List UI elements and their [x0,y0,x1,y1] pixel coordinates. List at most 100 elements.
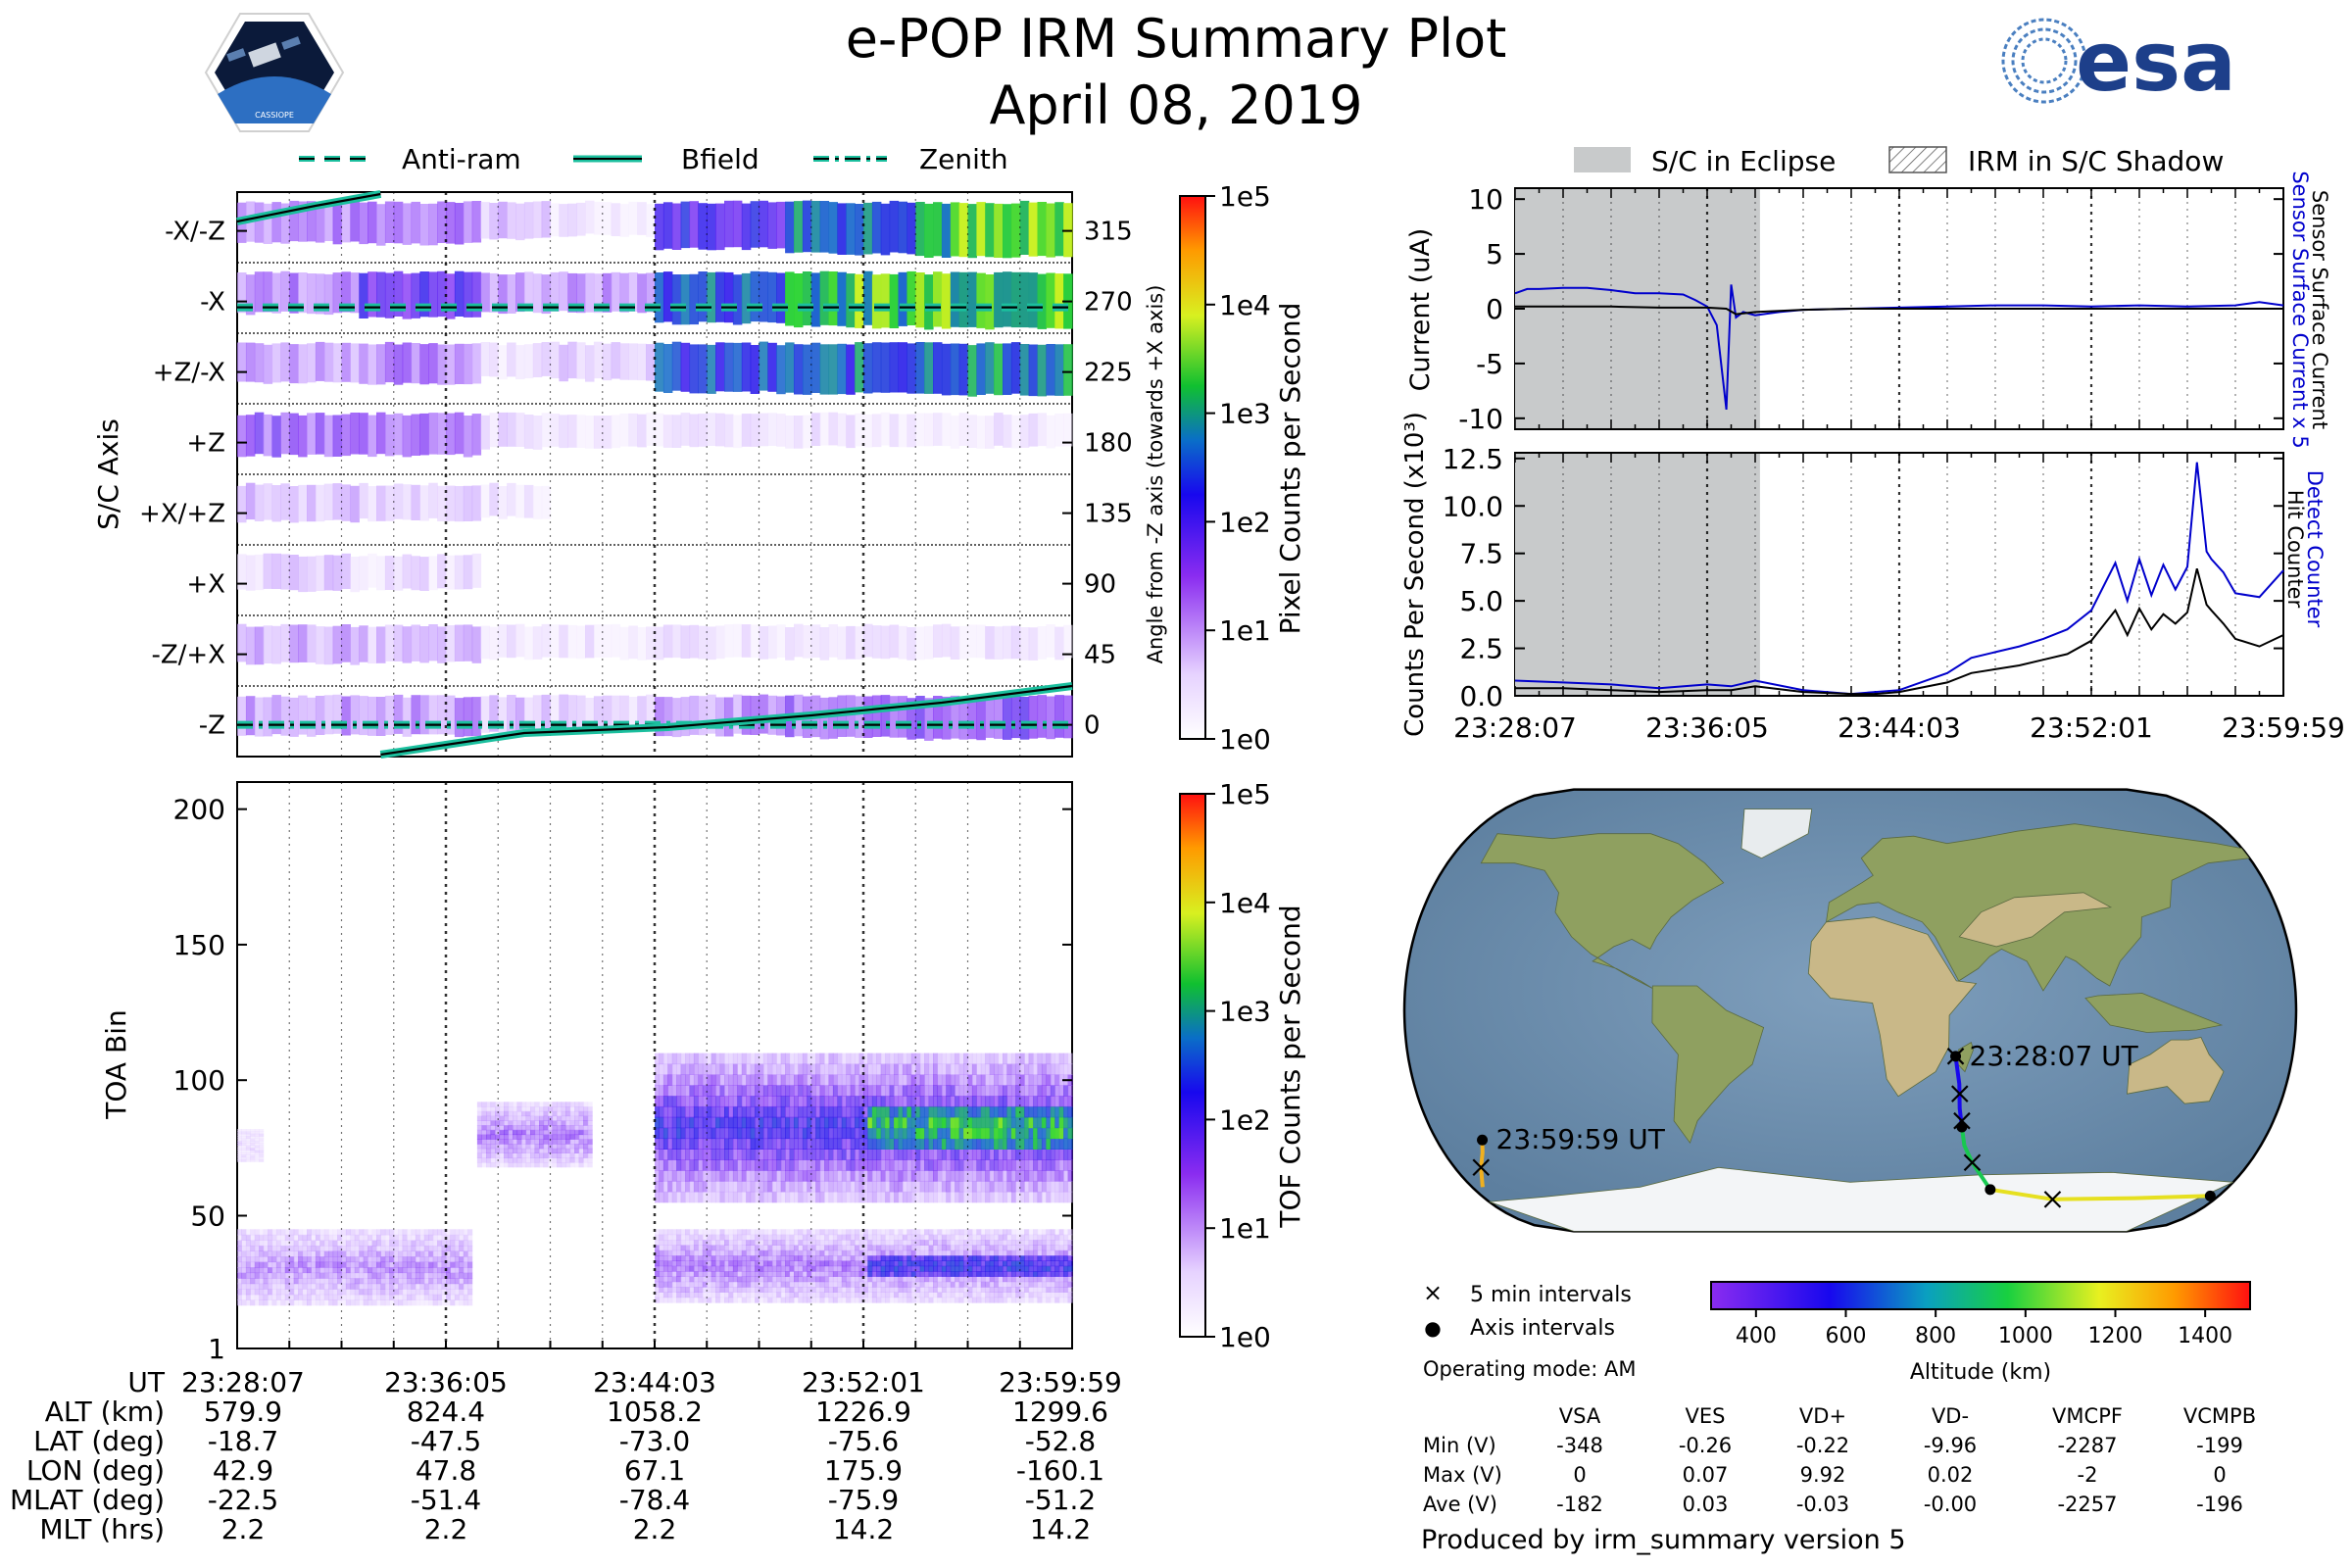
pixel-cell [454,270,465,317]
tof-cell [971,1191,977,1203]
tof-cell [1003,1287,1007,1293]
tof-cell [850,1260,856,1267]
pixel-cell [332,204,343,245]
tof-cell [780,1149,786,1160]
counts-x-tick-label: 23:52:01 [2030,711,2153,744]
tof-cell [1046,1159,1052,1171]
tof-cell [495,1148,501,1153]
tof-cell [263,1250,269,1257]
tof-cell [578,1144,584,1150]
tof-cell [250,1154,256,1158]
tof-cell [846,1180,852,1193]
tof-cell [963,1276,969,1283]
tof-cell [698,1281,704,1288]
tof-cell [963,1265,969,1272]
tof-cell [254,1267,260,1274]
tof-cell [837,1127,843,1140]
tof-cell [583,1144,589,1150]
tof-cell [780,1292,786,1298]
tof-cell [824,1281,830,1288]
tof-cell [728,1245,734,1251]
tof-cell [824,1260,830,1267]
tof-cell [1028,1292,1034,1298]
tof-cell [565,1144,571,1150]
pixel-cell [289,272,299,314]
tof-cell [1015,1292,1021,1298]
tof-cell [1046,1292,1052,1298]
tof-cell [963,1240,969,1246]
tof-cell [950,1245,956,1251]
tof-cell [521,1152,527,1158]
tof-cell [815,1250,821,1256]
tof-cell [880,1096,886,1107]
tof-cell [676,1105,682,1118]
tof-cell [508,1115,514,1121]
tof-cell [815,1255,821,1261]
tof-cell [824,1149,830,1160]
tof-cell [565,1102,571,1107]
pixel-cell [498,345,508,380]
tof-cell [780,1063,786,1075]
tof-cell [307,1272,312,1279]
tof-cell [539,1139,545,1145]
tof-cell [702,1191,708,1203]
tof-cell [819,1149,825,1160]
pixel-cell [350,626,360,665]
pixel-row-3 [237,412,1073,458]
tof-cell [889,1191,895,1203]
tof-cell [707,1191,712,1203]
tof-cell [741,1271,747,1277]
tof-cell [771,1250,777,1256]
tof-cell [341,1278,347,1285]
tof-cell [659,1297,664,1303]
tof-cell [237,1299,242,1306]
tof-cell [680,1063,686,1075]
tof-cell [676,1063,682,1075]
pixel-cell [480,415,490,450]
tof-cell [1067,1271,1073,1277]
tof-cell [1006,1240,1012,1246]
tof-cell [557,1115,563,1121]
tof-cell [789,1105,795,1118]
tof-cell [659,1281,664,1288]
tof-cell [807,1255,812,1261]
tof-cell [1015,1250,1021,1256]
pixel-cell [376,556,386,591]
tof-cell [702,1096,708,1107]
tof-time-gridlines [288,782,1021,1348]
tof-cell [715,1159,721,1171]
pixel-cell [332,483,343,520]
tof-cell [1003,1250,1007,1256]
tof-cell [885,1170,891,1182]
tof-cell [565,1148,571,1153]
tof-cell [698,1116,704,1129]
tof-cell [680,1116,686,1129]
tof-cell [985,1276,991,1283]
tof-cell [946,1085,952,1097]
tof-cell [693,1287,699,1293]
pixel-cell [880,625,891,660]
tof-cell [819,1138,825,1150]
tof-cell [958,1271,964,1277]
tof-cell [504,1115,510,1121]
tof-cell [771,1276,777,1283]
pixel-cell [523,697,534,734]
tof-cell [928,1255,934,1261]
tof-cell [1024,1085,1030,1097]
tof-cell [898,1229,904,1236]
tof-cell [574,1139,580,1145]
tof-cell [815,1138,821,1150]
tof-cell [863,1271,868,1277]
tof-cell [880,1159,886,1171]
tof-cell [837,1255,843,1261]
tof-cell [241,1156,247,1160]
tof-cell [767,1250,773,1256]
tof-cell [259,1138,265,1142]
tof-cell [1028,1240,1034,1246]
pixel-cell [655,413,664,447]
tof-cell [750,1271,756,1277]
tof-cell [771,1116,777,1129]
tof-cell [994,1265,1000,1272]
tof-cell [958,1180,964,1193]
